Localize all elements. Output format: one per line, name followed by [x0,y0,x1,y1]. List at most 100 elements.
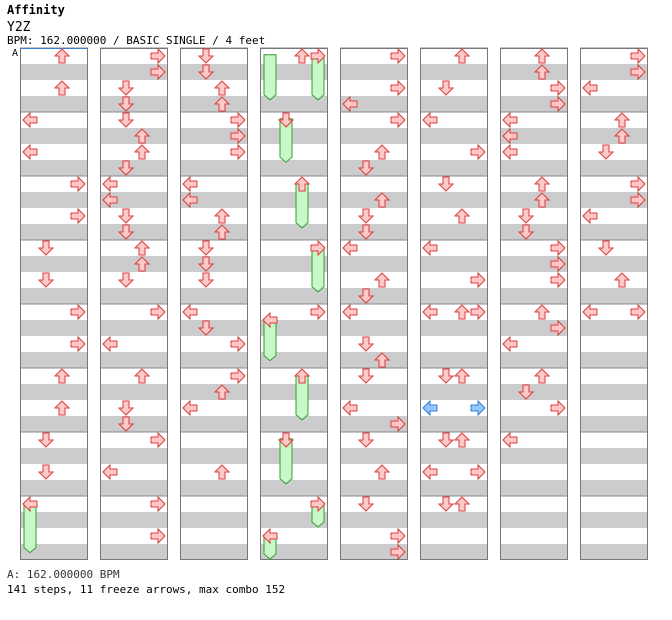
step-arrow-up [213,96,231,112]
beat-stripe [20,160,88,176]
column-border [580,48,648,560]
step-arrow-right [390,79,406,97]
beat-stripe [500,256,568,272]
step-arrow-down [197,320,215,336]
step-arrow-left [342,95,358,113]
step-arrow-down [437,368,455,384]
step-arrow-up [453,432,471,448]
song-artist: Y2Z [7,20,31,35]
step-arrow-down [197,272,215,288]
beat-stripe [180,160,248,176]
step-arrow-left [502,431,518,449]
beat-stripe [580,64,648,80]
beat-stripe [260,128,328,144]
step-arrow-down [357,160,375,176]
step-arrow-left [502,143,518,161]
beat-stripe [420,544,488,560]
step-arrow-down [117,112,135,128]
step-arrow-up [533,48,551,64]
beat-stripe [260,192,328,208]
beat-stripe [580,128,648,144]
step-arrow-right [550,79,566,97]
step-arrow-right [230,367,246,385]
step-arrow-down [357,496,375,512]
step-arrow-left [502,335,518,353]
step-arrow-down [197,48,215,64]
step-arrow-up [53,48,71,64]
step-arrow-down [37,240,55,256]
step-arrow-right [470,271,486,289]
step-arrow-left [582,207,598,225]
step-arrow-up [133,240,151,256]
step-arrow-right [150,527,166,545]
step-arrow-down [117,96,135,112]
beat-stripe [420,224,488,240]
step-arrow-up [613,272,631,288]
beat-stripe [340,544,408,560]
beat-stripe [340,416,408,432]
step-arrow-down [437,432,455,448]
step-arrow-right [470,143,486,161]
column-border [500,48,568,560]
beat-stripe [500,512,568,528]
step-arrow-up [453,48,471,64]
beat-stripe [260,544,328,560]
beat-stripe [420,512,488,528]
beat-stripe [260,224,328,240]
step-arrow-down [357,432,375,448]
beat-stripe [180,288,248,304]
beat-stripe [180,192,248,208]
beat-stripe [100,160,168,176]
step-arrow-down [277,432,295,448]
step-arrow-down [517,224,535,240]
step-arrow-right [470,303,486,321]
step-arrow-right [70,335,86,353]
beat-stripe [100,128,168,144]
beat-stripe [420,160,488,176]
step-arrow-up [373,144,391,160]
beat-stripe [340,160,408,176]
step-arrow-right [390,527,406,545]
bpm-marker: A [12,48,19,59]
step-arrow-right [230,335,246,353]
beat-stripe [100,256,168,272]
step-arrow-up [53,80,71,96]
beat-stripe [580,160,648,176]
freeze-arrow [279,118,293,163]
step-arrow-right [630,191,646,209]
step-arrow-down [437,496,455,512]
beat-stripe [180,320,248,336]
step-arrow-right [230,127,246,145]
beat-stripe [580,96,648,112]
chart-info: BPM: 162.000000 / BASIC SINGLE / 4 feet [7,34,266,47]
beat-stripe [100,320,168,336]
beat-stripe [100,512,168,528]
step-arrow-up [373,352,391,368]
beat-stripe [500,384,568,400]
beat-stripe [500,96,568,112]
step-arrow-right [550,255,566,273]
step-arrow-left [422,111,438,129]
step-arrow-right [390,543,406,561]
step-arrow-right [550,399,566,417]
column-border [100,48,168,560]
step-arrow-right [230,143,246,161]
beat-stripe [20,352,88,368]
beat-stripe [180,256,248,272]
step-arrow-down [117,208,135,224]
beat-stripe [180,96,248,112]
beat-stripe [580,384,648,400]
step-arrow-up [293,176,311,192]
step-arrow-right [150,47,166,65]
beat-stripe [420,96,488,112]
beat-stripe [500,480,568,496]
bpm-note: A: 162.000000 BPM [7,568,120,581]
step-arrow-up [293,48,311,64]
step-arrow-right [550,319,566,337]
beat-stripe [100,384,168,400]
beat-stripe [20,256,88,272]
beat-stripe [20,416,88,432]
step-arrow-up [213,224,231,240]
beat-stripe [500,544,568,560]
beat-stripe [580,320,648,336]
